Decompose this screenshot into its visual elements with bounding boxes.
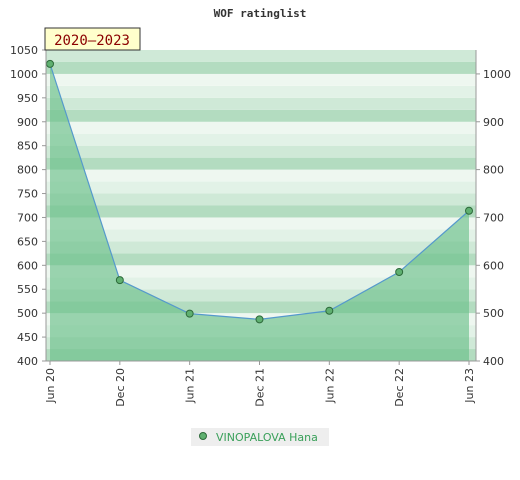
x-tick-label: Jun 20 bbox=[44, 368, 57, 404]
x-tick-label: Jun 22 bbox=[323, 368, 336, 404]
left-tick-label: 950 bbox=[17, 92, 38, 105]
background-band bbox=[46, 97, 476, 110]
x-tick-label: Dec 22 bbox=[393, 368, 406, 407]
background-band bbox=[46, 181, 476, 194]
left-tick-label: 500 bbox=[17, 307, 38, 320]
background-band bbox=[46, 145, 476, 158]
background-band bbox=[46, 193, 476, 206]
right-tick-label: 700 bbox=[483, 211, 504, 224]
chart-title: WOF ratinglist bbox=[214, 7, 307, 20]
period-label: 2020–2023 bbox=[54, 33, 130, 49]
left-tick-label: 550 bbox=[17, 283, 38, 296]
background-band bbox=[46, 241, 476, 254]
data-point bbox=[395, 268, 404, 277]
background-band bbox=[46, 85, 476, 98]
right-tick-label: 500 bbox=[483, 307, 504, 320]
left-tick-label: 1050 bbox=[10, 44, 38, 57]
data-point bbox=[465, 206, 473, 215]
legend: VINOPALOVA Hana bbox=[191, 428, 329, 446]
background-band bbox=[46, 301, 476, 314]
background-band bbox=[46, 61, 476, 74]
x-axis-ticks: Jun 20 Dec 20 Jun 21 Dec 21 Jun 22 Dec 22 Jun … bbox=[44, 361, 476, 407]
left-tick-label: 450 bbox=[17, 331, 38, 344]
background-band bbox=[46, 133, 476, 146]
data-point bbox=[185, 309, 194, 318]
background-band bbox=[46, 169, 476, 182]
period-badge: 2020–2023 bbox=[44, 27, 141, 51]
left-tick-label: 600 bbox=[17, 259, 38, 272]
left-tick-label: 850 bbox=[17, 140, 38, 153]
background-band bbox=[46, 277, 476, 290]
data-point bbox=[46, 59, 54, 68]
left-tick-label: 750 bbox=[17, 188, 38, 201]
data-point bbox=[255, 315, 264, 324]
left-tick-label: 800 bbox=[17, 164, 38, 177]
right-tick-label: 1000 bbox=[483, 68, 511, 81]
left-tick-label: 650 bbox=[17, 235, 38, 248]
legend-series-name: VINOPALOVA Hana bbox=[216, 431, 318, 444]
legend-box bbox=[191, 428, 329, 446]
left-tick-label: 1000 bbox=[10, 68, 38, 81]
x-tick-label: Jun 21 bbox=[184, 368, 197, 404]
left-tick-label: 900 bbox=[17, 116, 38, 129]
background-band bbox=[46, 253, 476, 266]
background-band bbox=[46, 265, 476, 278]
background-band bbox=[46, 157, 476, 170]
period-badge-box bbox=[44, 27, 141, 51]
left-tick-label: 400 bbox=[17, 355, 38, 368]
background-band bbox=[46, 205, 476, 218]
left-axis-ticks: 400 450 500 550 600 650 700 750 800 850 900 950 1000… bbox=[10, 44, 46, 368]
series-markers bbox=[46, 59, 473, 324]
background-band bbox=[46, 289, 476, 302]
background-band bbox=[46, 229, 476, 242]
background-band bbox=[46, 217, 476, 230]
legend-marker bbox=[199, 432, 207, 440]
background-band bbox=[46, 121, 476, 134]
x-tick-label: Dec 21 bbox=[254, 368, 267, 407]
background-band bbox=[46, 50, 476, 62]
background-band bbox=[46, 73, 476, 86]
data-point bbox=[115, 276, 124, 285]
series-area bbox=[50, 63, 469, 361]
x-tick-label: Jun 23 bbox=[463, 368, 476, 404]
right-tick-label: 600 bbox=[483, 259, 504, 272]
right-tick-label: 800 bbox=[483, 164, 504, 177]
right-axis-ticks: 400 500 600 700 800 900 1000 bbox=[476, 68, 511, 368]
right-tick-label: 900 bbox=[483, 116, 504, 129]
x-tick-label: Dec 20 bbox=[114, 368, 127, 407]
data-point bbox=[325, 306, 334, 315]
right-tick-label: 400 bbox=[483, 355, 504, 368]
background-band bbox=[46, 109, 476, 122]
left-tick-label: 700 bbox=[17, 211, 38, 224]
